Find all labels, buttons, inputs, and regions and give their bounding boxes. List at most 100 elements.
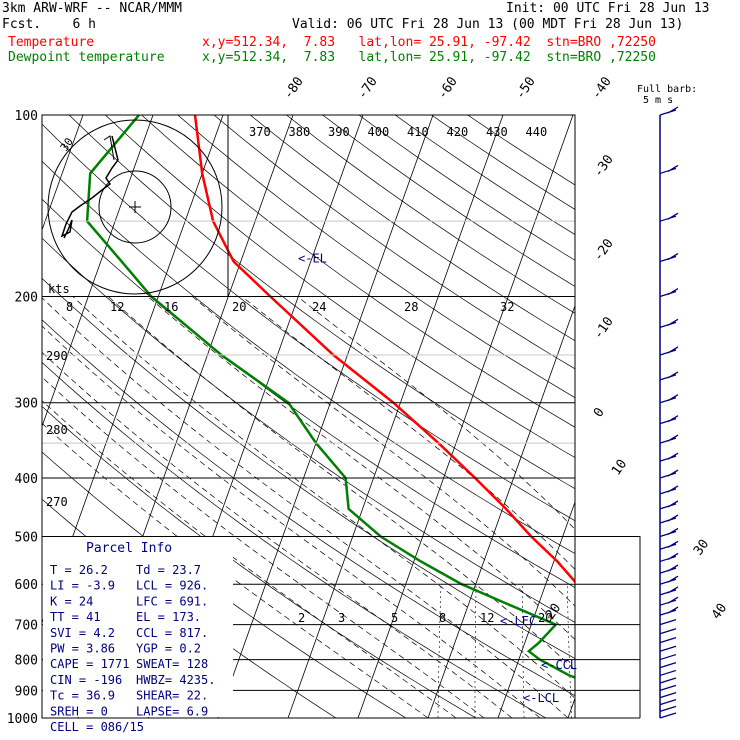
dry-adiabat-line xyxy=(42,405,477,718)
isotherm-line xyxy=(708,115,740,718)
wind-barb xyxy=(659,712,677,719)
mixing-ratio-line xyxy=(522,584,525,718)
wind-barb xyxy=(659,669,677,677)
dewpoint-location: x,y=512.34, 7.83 lat,lon= 25.91, -97.42 … xyxy=(202,50,656,65)
parcel-info-value: SVI = 4.2 xyxy=(50,626,115,640)
dry-adiabat-line xyxy=(42,123,575,522)
wind-barb xyxy=(659,637,677,644)
parcel-info-value: T = 26.2 xyxy=(50,563,108,577)
wind-barb xyxy=(659,394,679,404)
parcel-info-value: PW = 3.86 xyxy=(50,642,115,656)
theta-label: 420 xyxy=(447,125,469,139)
pressure-label: 500 xyxy=(15,530,38,545)
mixing-ratio-line xyxy=(474,584,477,718)
theta-label: 380 xyxy=(289,125,311,139)
temperature-axis-label: -10 xyxy=(591,314,617,342)
parcel-info-value: SHEAR= 22. xyxy=(136,689,208,703)
forecast-hour: Fcst. 6 h xyxy=(2,17,96,32)
barb-legend-units: 5 m s xyxy=(643,95,673,106)
parcel-info-value: CCL = 817. xyxy=(136,626,208,640)
isotherm-line xyxy=(42,115,84,232)
pressure-label: 600 xyxy=(15,578,38,593)
wind-barb xyxy=(659,586,679,596)
theta-label: 440 xyxy=(526,125,548,139)
dry-adiabat-line xyxy=(42,319,575,697)
moist-adiabat-line xyxy=(72,296,575,699)
wind-barb xyxy=(659,596,679,606)
level-marker-label: <-LCL xyxy=(523,691,559,705)
dry-adiabat-line xyxy=(68,115,575,490)
pressure-label: 700 xyxy=(15,619,38,634)
dry-adiabat-line xyxy=(42,361,547,718)
theta-label: 390 xyxy=(328,125,350,139)
wind-barb xyxy=(659,684,677,692)
mixing-ratio-label: 20 xyxy=(538,611,552,625)
hodograph-units: kts xyxy=(48,282,70,296)
wind-barb xyxy=(659,287,679,298)
parcel-info-value: SREH = 0 xyxy=(50,704,108,718)
hodograph-ring-outer xyxy=(47,119,223,295)
theta-label: 280 xyxy=(46,423,68,437)
pressure-label: 1000 xyxy=(7,712,38,727)
temperature-profile xyxy=(193,115,575,584)
hodograph-center xyxy=(129,201,141,213)
parcel-info-value: K = 24 xyxy=(50,594,93,608)
hodograph-ring-label: 30 xyxy=(58,135,76,153)
parcel-info-value: Tc = 36.9 xyxy=(50,689,115,703)
parcel-info-value: LCL = 926. xyxy=(136,579,208,593)
wind-barb xyxy=(659,698,677,706)
moist-adiabat-line xyxy=(42,400,457,718)
moist-adiabat-line xyxy=(192,296,575,607)
wind-barb xyxy=(659,691,677,699)
level-marker-label: <-LFC xyxy=(500,614,536,628)
plot-frame-extension xyxy=(575,535,641,718)
temperature-label: Temperature xyxy=(8,35,95,50)
valid-time: Valid: 06 UTC Fri 28 Jun 13 (00 MDT Fri … xyxy=(292,17,684,32)
mixing-ratio-line xyxy=(566,584,572,718)
parcel-info-value: LAPSE= 6.9 xyxy=(136,704,208,718)
moist-adiabat-line xyxy=(297,296,575,530)
wind-barb xyxy=(659,564,679,574)
temperature-axis-label: -20 xyxy=(591,236,617,264)
hodograph-speed-label: 32 xyxy=(500,300,514,314)
isotherm-line xyxy=(357,115,574,718)
temperature-axis-label: 30 xyxy=(691,537,712,558)
parcel-info-value: CIN = -196 xyxy=(50,673,122,687)
wind-barb xyxy=(659,705,677,712)
temperature-location: x,y=512.34, 7.83 lat,lon= 25.91, -97.42 … xyxy=(202,35,656,50)
dry-adiabat-line xyxy=(467,115,575,186)
temperature-axis-label: 40 xyxy=(709,601,730,622)
init-time: Init: 00 UTC Fri 28 Jun 13 xyxy=(506,1,710,16)
dry-adiabat-line xyxy=(141,115,575,428)
temperature-axis-label: -60 xyxy=(435,74,461,102)
theta-label: 290 xyxy=(46,349,68,363)
moist-adiabat-line xyxy=(42,325,541,718)
theta-label: 400 xyxy=(368,125,390,139)
theta-label: 430 xyxy=(486,125,508,139)
model-title: 3km ARW-WRF -- NCAR/MMM xyxy=(2,1,183,16)
dry-adiabat-line xyxy=(431,115,575,210)
wind-barb xyxy=(659,106,679,116)
pressure-label: 300 xyxy=(15,397,38,412)
hodograph-trace xyxy=(60,135,119,239)
dry-adiabat-line xyxy=(213,115,575,370)
parcel-info-value: YGP = 0.2 xyxy=(136,642,201,656)
plot-frame xyxy=(41,114,576,719)
wind-barb xyxy=(659,212,679,222)
parcel-info-value: EL = 173. xyxy=(136,610,201,624)
isotherm-line xyxy=(42,115,154,428)
wind-barb xyxy=(659,415,679,425)
hodograph-speed-label: 12 xyxy=(110,300,124,314)
temperature-axis-label: -70 xyxy=(355,74,381,102)
hodograph-trace-top xyxy=(103,135,115,161)
dry-adiabat-line xyxy=(249,115,575,342)
pressure-label: 100 xyxy=(15,109,38,124)
mixing-ratio-label: 2 xyxy=(298,611,305,625)
wind-barb xyxy=(659,653,677,661)
mixing-ratio-label: 12 xyxy=(480,611,494,625)
wind-barb xyxy=(659,318,679,328)
temperature-axis-label: 0 xyxy=(591,405,608,420)
level-marker-label: <-EL xyxy=(298,252,327,266)
pressure-label: 200 xyxy=(15,291,38,306)
